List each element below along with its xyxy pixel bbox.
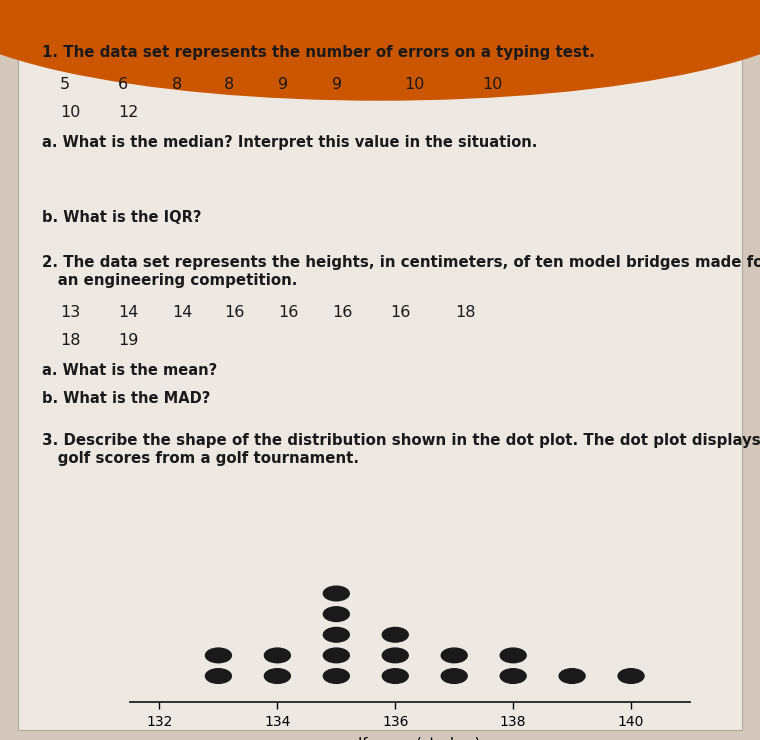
Text: 9: 9 <box>332 77 342 92</box>
X-axis label: golf score (strokes): golf score (strokes) <box>340 737 480 740</box>
Text: 9: 9 <box>278 77 288 92</box>
Text: 18: 18 <box>60 333 81 348</box>
Text: 12: 12 <box>118 105 138 120</box>
Circle shape <box>500 648 526 663</box>
Circle shape <box>323 648 350 663</box>
Circle shape <box>382 648 408 663</box>
Text: 14: 14 <box>118 305 138 320</box>
Text: 3. Describe the shape of the distribution shown in the dot plot. The dot plot di: 3. Describe the shape of the distributio… <box>42 433 760 448</box>
Text: b. What is the IQR?: b. What is the IQR? <box>42 210 201 225</box>
Text: 10: 10 <box>404 77 424 92</box>
Text: 14: 14 <box>172 305 192 320</box>
Circle shape <box>323 607 350 622</box>
Circle shape <box>382 628 408 642</box>
Text: golf scores from a golf tournament.: golf scores from a golf tournament. <box>42 451 359 466</box>
Circle shape <box>382 669 408 683</box>
Text: 1. The data set represents the number of errors on a typing test.: 1. The data set represents the number of… <box>42 45 595 60</box>
Circle shape <box>205 669 231 683</box>
FancyBboxPatch shape <box>18 30 742 730</box>
Text: 18: 18 <box>455 305 476 320</box>
Circle shape <box>205 648 231 663</box>
Circle shape <box>442 648 467 663</box>
Circle shape <box>264 669 290 683</box>
Text: 16: 16 <box>278 305 299 320</box>
Text: 10: 10 <box>482 77 502 92</box>
Text: 16: 16 <box>224 305 245 320</box>
Circle shape <box>323 669 350 683</box>
Text: 6: 6 <box>118 77 128 92</box>
Text: 2. The data set represents the heights, in centimeters, of ten model bridges mad: 2. The data set represents the heights, … <box>42 255 760 270</box>
Circle shape <box>264 648 290 663</box>
Text: 8: 8 <box>172 77 182 92</box>
Circle shape <box>442 669 467 683</box>
Text: 13: 13 <box>60 305 81 320</box>
Text: 5: 5 <box>60 77 70 92</box>
Ellipse shape <box>0 0 760 100</box>
Circle shape <box>323 628 350 642</box>
Circle shape <box>500 669 526 683</box>
Text: 16: 16 <box>332 305 353 320</box>
Circle shape <box>323 586 350 601</box>
Text: 16: 16 <box>390 305 410 320</box>
Circle shape <box>559 669 585 683</box>
Text: 10: 10 <box>60 105 81 120</box>
Text: b. What is the MAD?: b. What is the MAD? <box>42 391 211 406</box>
Text: 8: 8 <box>224 77 234 92</box>
Text: a. What is the mean?: a. What is the mean? <box>42 363 217 378</box>
Text: an engineering competition.: an engineering competition. <box>42 273 297 288</box>
Text: 19: 19 <box>118 333 138 348</box>
Circle shape <box>618 669 644 683</box>
Text: a. What is the median? Interpret this value in the situation.: a. What is the median? Interpret this va… <box>42 135 537 150</box>
